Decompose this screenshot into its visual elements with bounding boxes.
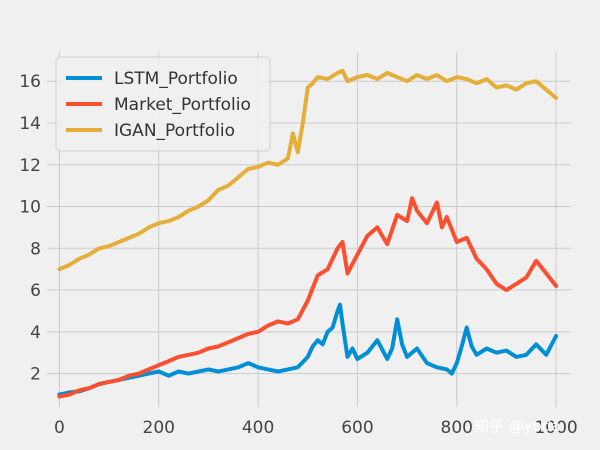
y-tick-label: 2 bbox=[30, 365, 41, 385]
x-tick-label: 200 bbox=[143, 418, 175, 438]
legend-label: LSTM_Portfolio bbox=[114, 69, 238, 89]
x-tick-label: 800 bbox=[441, 418, 473, 438]
y-tick-label: 6 bbox=[30, 281, 41, 301]
x-tick-label: 0 bbox=[54, 418, 65, 438]
x-axis-ticks: 0 200 400 600 800 1000 bbox=[54, 418, 578, 438]
legend-label: Market_Portfolio bbox=[114, 95, 251, 115]
legend-label: IGAN_Portfolio bbox=[114, 121, 235, 141]
series-lines bbox=[57, 68, 559, 399]
y-axis-ticks: 2 4 6 8 10 12 14 16 bbox=[19, 72, 41, 384]
legend-box bbox=[55, 56, 271, 152]
series-line-lstm-portfolio bbox=[57, 302, 559, 397]
x-tick-label: 600 bbox=[341, 418, 373, 438]
watermark-text: 知乎 @yoda bbox=[474, 417, 561, 435]
x-tick-label: 400 bbox=[242, 418, 274, 438]
series-line-igan-portfolio bbox=[57, 68, 559, 272]
y-tick-label: 10 bbox=[19, 198, 41, 218]
watermark: 知乎 @yoda bbox=[474, 417, 561, 435]
series-line-market-portfolio bbox=[57, 196, 559, 399]
x-tick-label: 1000 bbox=[534, 418, 577, 438]
y-tick-label: 8 bbox=[30, 239, 41, 259]
y-tick-label: 16 bbox=[19, 72, 41, 92]
legend: LSTM_Portfolio Market_Portfolio IGAN_Portf… bbox=[55, 56, 271, 152]
y-tick-label: 12 bbox=[19, 156, 41, 176]
y-tick-label: 4 bbox=[30, 323, 41, 343]
y-tick-label: 14 bbox=[19, 114, 41, 134]
